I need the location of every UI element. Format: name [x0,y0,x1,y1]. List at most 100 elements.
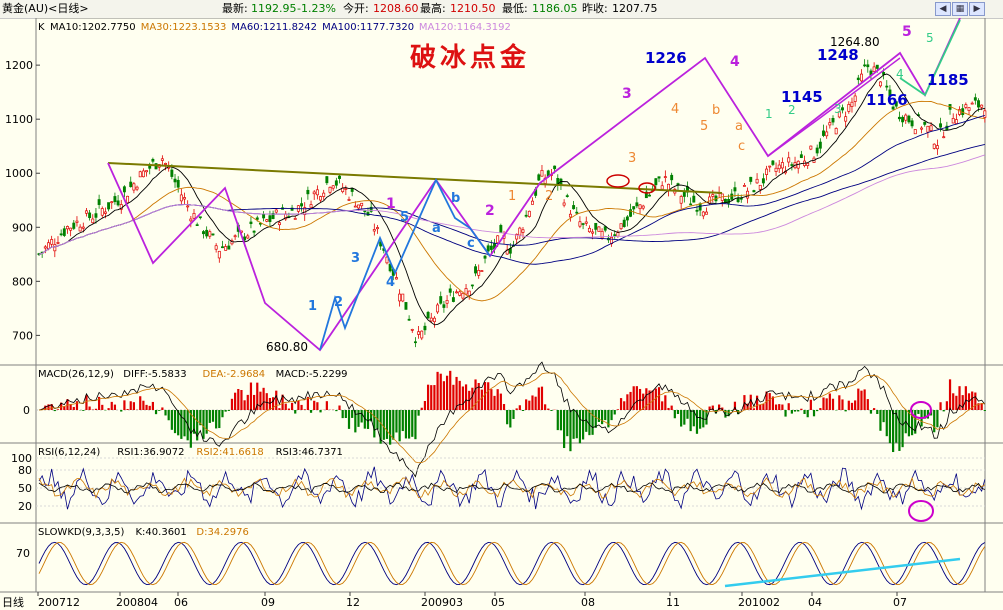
xtick-label: 201002 [738,596,780,609]
kd-legend: SLOWKD(9,3,3,5) [38,527,124,538]
wave-label-magenta: 1 [386,196,396,212]
candle-body [410,329,414,331]
candle-body [863,64,867,67]
candle-body [290,207,294,211]
xtick-label: 04 [808,596,822,609]
ma-legend-ma60: MA60:1211.8242 [231,22,317,33]
candle-body [246,235,250,239]
nav-grid-icon[interactable]: ▦ [952,2,968,16]
candle-body [958,109,961,115]
candle-body [600,230,604,239]
rsi-legend: RSI3:46.7371 [276,447,343,458]
candle-body [591,231,595,234]
candle-body [331,185,335,189]
kd-trendline [724,557,961,588]
candle-body [59,233,63,236]
open-label: 今开: [343,2,369,15]
candle-body [910,120,914,127]
xtick-label: 05 [491,596,505,609]
candle-body [69,227,73,231]
candle-body [584,221,588,224]
xtick-label: 08 [581,596,595,609]
candle-body [489,245,493,250]
xtick-label: 200903 [421,596,463,609]
rsi-legend: RSI2:41.6618 [196,447,263,458]
candle-body [467,290,471,297]
candle-body [252,230,256,233]
candle-body [866,64,870,68]
candle-body [398,293,402,302]
wave-label-orange: 1 [508,189,516,204]
candle-body [904,114,908,121]
candle-body [853,95,857,102]
candle-body [325,176,329,184]
wave-label-green: 1 [765,107,773,121]
candle-body [682,191,686,197]
nav-left-icon[interactable]: ◀ [935,2,951,16]
wave-path-blue [319,177,491,351]
rsi-ytick-label: 50 [18,482,32,495]
candle-body [347,199,351,201]
candle-body [217,250,221,259]
candle-body [983,110,987,118]
candle-body [328,186,332,193]
candle-body [363,210,367,213]
candle-body [625,216,629,221]
rsi-legend: RSI1:36.9072 [117,447,184,458]
rsi-highlight [908,500,934,522]
candle-body [97,199,101,205]
wave-level-1226: 1226 [645,49,687,67]
candle-body [176,179,180,188]
candle-body [420,330,424,339]
candle-body [885,85,889,88]
candle-body [47,242,50,250]
candle-body [578,221,582,227]
candle-body [815,147,819,154]
candle-body [360,202,364,207]
candle-body [521,229,525,233]
ma-legend-ma100: MA100:1177.7320 [322,22,414,33]
candle-body [198,216,202,219]
candle-body [75,220,79,223]
candle-body [939,123,943,128]
candle-body [926,125,930,133]
candle-body [224,246,228,251]
candle-body [404,302,408,310]
candle-body [524,214,528,217]
candle-body [875,64,879,69]
candle-body [78,226,82,232]
highlight-circle [638,182,656,194]
candle-body [372,229,376,232]
candle-body [315,189,319,196]
rsi-line [38,476,986,500]
candle-body [88,212,92,219]
prev-price: 1207.75 [612,2,658,15]
candle-body [66,226,69,230]
nav-right-icon[interactable]: ▶ [969,2,985,16]
candle-body [357,204,360,209]
candle-body [518,227,522,236]
wave-label-orange: 2 [545,189,553,204]
candle-body [100,208,104,216]
candle-body [334,180,338,186]
instrument-name: 黄金(AU)<日线> [2,2,89,15]
ma30-line [38,100,985,302]
candle-body [110,201,114,204]
wave-label-blue: 1 [308,299,317,314]
candle-body [309,204,313,208]
candle-body [878,81,882,87]
xtick-label: 12 [346,596,360,609]
candle-body [648,194,651,197]
candle-body [221,246,224,249]
candle-body [179,194,183,202]
last-label: 最新: [222,2,248,15]
candle-body [189,218,193,222]
candle-body [964,104,968,108]
kd-line [38,541,986,586]
candle-body [515,233,519,240]
candle-body [765,168,769,175]
candle-body [436,304,440,313]
candle-body [872,66,876,72]
wave-label-blue: 4 [386,275,395,290]
candle-body [777,164,781,170]
